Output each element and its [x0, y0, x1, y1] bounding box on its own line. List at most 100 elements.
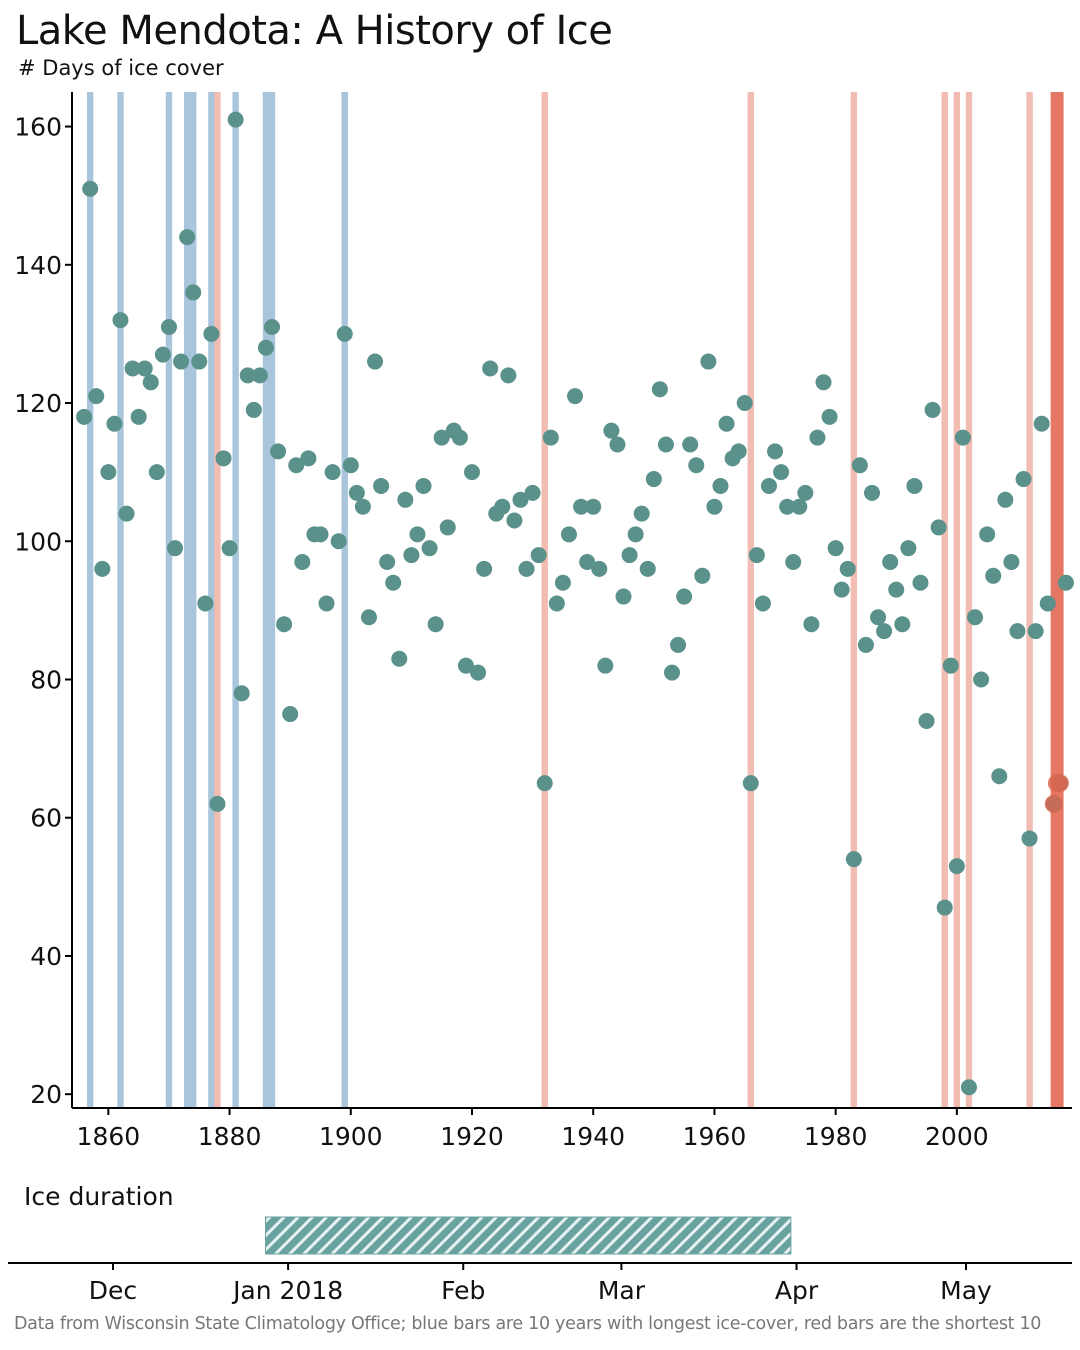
data-point-2012: [1021, 830, 1038, 847]
x-tick-label-1900: 1900: [319, 1122, 383, 1151]
data-point-1921: [470, 664, 487, 681]
data-point-2002: [960, 1079, 977, 1096]
data-point-1887: [264, 318, 280, 335]
long-ice-bar-1857: [86, 92, 94, 1108]
data-point-1940: [585, 498, 602, 515]
data-point-1989: [882, 553, 899, 570]
data-point-1896: [318, 595, 335, 612]
data-point-1926: [500, 367, 517, 384]
data-point-1918: [451, 429, 468, 446]
y-axis-subtitle: # Days of ice cover: [18, 56, 224, 80]
data-points: [76, 111, 1074, 1096]
data-point-1969: [760, 477, 777, 494]
data-point-1956: [682, 436, 699, 453]
data-point-1912: [415, 477, 432, 494]
data-point-1981: [833, 581, 850, 598]
data-point-1986: [864, 484, 880, 501]
x-tick-label-1980: 1980: [804, 1122, 868, 1151]
data-point-1988: [876, 623, 893, 640]
data-point-1948: [633, 505, 650, 522]
data-point-1883: [239, 367, 256, 384]
data-point-1965: [736, 395, 753, 412]
data-point-1886: [257, 339, 274, 356]
data-point-1977: [809, 429, 826, 446]
data-point-1967: [748, 547, 765, 564]
data-point-2003: [967, 609, 984, 626]
data-point-1888: [270, 443, 287, 460]
data-point-1982: [839, 560, 856, 577]
data-point-1866: [136, 360, 153, 377]
data-point-1958: [694, 567, 711, 584]
data-point-2014: [1033, 415, 1050, 432]
data-point-1947: [627, 526, 644, 543]
month-tick-label-0: Dec: [89, 1276, 137, 1305]
data-point-1959: [700, 353, 717, 370]
data-point-1899: [336, 325, 353, 342]
data-point-1895: [312, 526, 329, 543]
data-point-1909: [397, 491, 414, 508]
long-ice-bar-1887: [268, 92, 276, 1108]
data-point-1992: [900, 540, 917, 557]
data-point-1983: [845, 851, 862, 868]
data-point-1997: [930, 519, 947, 536]
y-tick-label-60: 60: [30, 804, 62, 833]
ice-cover-scatter-chart: 20 40 60 80 100 120 140 160 1860 1880 1900 1920 1940…: [14, 92, 1074, 1151]
short-ice-bar-1998: [941, 92, 948, 1108]
data-point-1907: [385, 574, 402, 591]
x-tick-label-1880: 1880: [198, 1122, 262, 1151]
data-point-1979: [821, 408, 838, 425]
data-point-1902: [354, 498, 371, 515]
data-point-1876: [197, 595, 214, 612]
data-point-1976: [803, 616, 820, 633]
data-point-1908: [391, 650, 408, 667]
long-ice-bar-1881: [232, 92, 239, 1108]
data-point-1991: [894, 616, 911, 633]
long-ice-bar-1874: [190, 92, 197, 1108]
data-point-1925: [494, 498, 511, 515]
data-point-1968: [754, 595, 771, 612]
data-point-1942: [597, 657, 614, 674]
x-tick-label-1940: 1940: [561, 1122, 625, 1151]
data-point-1873: [179, 229, 196, 246]
y-tick-label-140: 140: [14, 251, 62, 280]
data-point-2013: [1027, 623, 1044, 640]
chart-title: Lake Mendota: A History of Ice: [16, 8, 613, 54]
data-point-1950: [645, 471, 662, 488]
data-point-1936: [560, 526, 577, 543]
data-point-1861: [106, 415, 123, 432]
data-point-1944: [609, 436, 626, 453]
long-ice-bar-1870: [165, 92, 173, 1108]
data-point-1994: [912, 574, 929, 591]
data-point-1890: [282, 706, 299, 723]
highlight-bars: [86, 92, 1064, 1108]
data-point-1922: [476, 560, 493, 577]
data-point-1872: [173, 353, 190, 370]
data-point-1915: [433, 429, 450, 446]
data-point-1962: [718, 415, 735, 432]
data-point-1949: [639, 560, 656, 577]
data-point-1859: [94, 560, 111, 577]
data-point-1966: [742, 775, 759, 792]
data-point-1898: [330, 533, 347, 550]
data-source-caption: Data from Wisconsin State Climatology Of…: [14, 1314, 1042, 1334]
data-point-1881: [227, 111, 244, 128]
short-ice-bar-1966: [747, 92, 754, 1108]
data-point-1882: [233, 685, 250, 702]
short-ice-bar-2012: [1026, 92, 1033, 1108]
data-point-1937: [567, 388, 584, 405]
data-point-1903: [360, 609, 377, 626]
data-point-1916: [439, 519, 456, 536]
data-point-1880: [221, 540, 238, 557]
data-point-1868: [148, 464, 165, 481]
data-point-1891: [288, 457, 305, 474]
data-point-1960: [706, 498, 723, 515]
data-point-1914: [427, 616, 444, 633]
data-point-1932: [536, 775, 553, 792]
data-point-1889: [276, 616, 293, 633]
data-point-1893: [300, 450, 317, 467]
data-point-1874: [185, 284, 202, 301]
data-point-1864: [124, 360, 141, 377]
y-tick-label-40: 40: [30, 942, 62, 971]
month-tick-label-2: Feb: [441, 1276, 485, 1305]
data-point-1934: [548, 595, 565, 612]
